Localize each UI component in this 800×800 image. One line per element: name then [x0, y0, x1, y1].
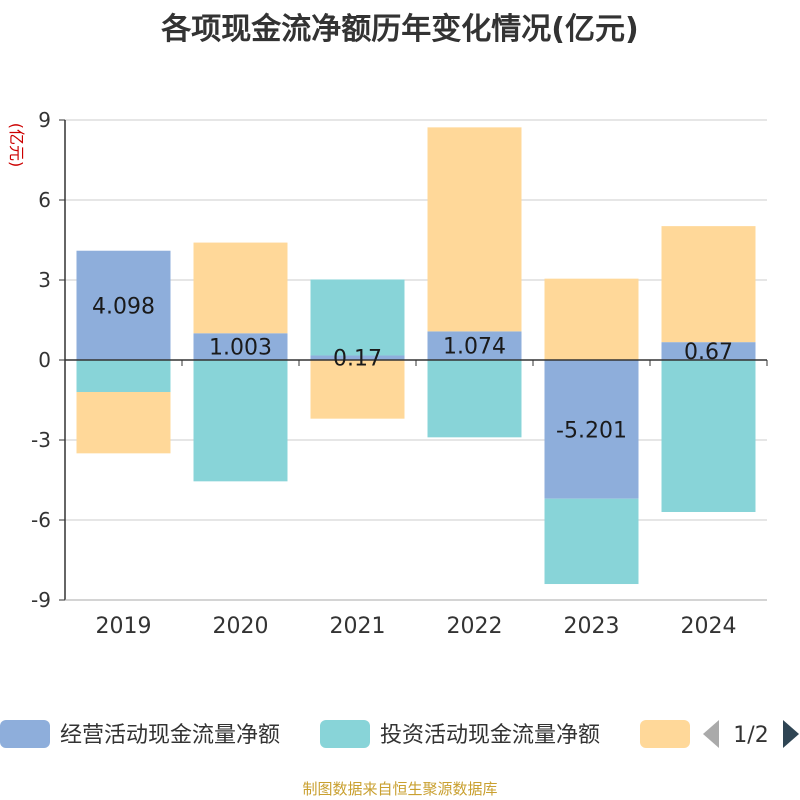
data-label: 0.17: [333, 347, 382, 372]
bar-2024-series-1[interactable]: [661, 360, 756, 512]
x-tick-label: 2022: [447, 614, 503, 639]
bar-2020-series-1[interactable]: [193, 360, 288, 482]
x-tick-label: 2020: [213, 614, 269, 639]
bar-2024-series-2[interactable]: [661, 226, 756, 343]
bar-2022-series-1[interactable]: [427, 360, 522, 438]
bar-2020-series-0[interactable]: [193, 333, 288, 360]
chart-title: 各项现金流净额历年变化情况(亿元): [161, 12, 639, 47]
bar-2019-series-1[interactable]: [76, 360, 171, 392]
legend-swatch[interactable]: [640, 720, 690, 748]
bar-2024-series-0[interactable]: [661, 342, 756, 360]
data-label: 4.098: [92, 294, 155, 319]
y-tick-label: 9: [38, 108, 51, 132]
bar-2022-series-2[interactable]: [427, 127, 522, 332]
bar-2022-series-0[interactable]: [427, 331, 522, 360]
y-tick-label: 6: [38, 188, 51, 212]
bar-2023-series-1[interactable]: [544, 498, 639, 585]
y-tick-label: 3: [38, 268, 51, 292]
data-label: -5.201: [556, 418, 627, 443]
bar-2023-series-2[interactable]: [544, 278, 639, 360]
legend-next-icon[interactable]: [783, 720, 799, 748]
legend-label[interactable]: 经营活动现金流量净额: [60, 723, 280, 748]
y-tick-label: -3: [31, 428, 51, 452]
y-tick-label: 0: [38, 348, 51, 372]
bar-2023-series-0[interactable]: [544, 360, 639, 499]
data-label: 0.67: [684, 340, 733, 365]
legend-page-indicator: 1/2: [733, 723, 768, 748]
bar-2020-series-2[interactable]: [193, 242, 288, 334]
source-note: 制图数据来自恒生聚源数据库: [302, 780, 498, 798]
y-tick-label: -6: [31, 508, 51, 532]
bar-2019-series-0[interactable]: [76, 250, 171, 360]
bar-2021-series-1[interactable]: [310, 279, 405, 356]
bar-2021-series-2[interactable]: [310, 360, 405, 419]
legend-label[interactable]: 投资活动现金流量净额: [380, 723, 600, 748]
x-tick-label: 2023: [564, 614, 620, 639]
x-tick-label: 2021: [330, 614, 386, 639]
bar-2019-series-2[interactable]: [76, 392, 171, 454]
data-label: 1.074: [443, 335, 506, 360]
bar-2021-series-0[interactable]: [310, 355, 405, 360]
legend-prev-icon[interactable]: [703, 720, 719, 748]
legend-swatch[interactable]: [0, 720, 50, 748]
y-axis-label: (亿元): [7, 123, 26, 168]
data-label: 1.003: [209, 336, 272, 361]
y-tick-label: -9: [31, 588, 51, 612]
x-tick-label: 2019: [96, 614, 152, 639]
legend-swatch[interactable]: [320, 720, 370, 748]
x-tick-label: 2024: [681, 614, 737, 639]
